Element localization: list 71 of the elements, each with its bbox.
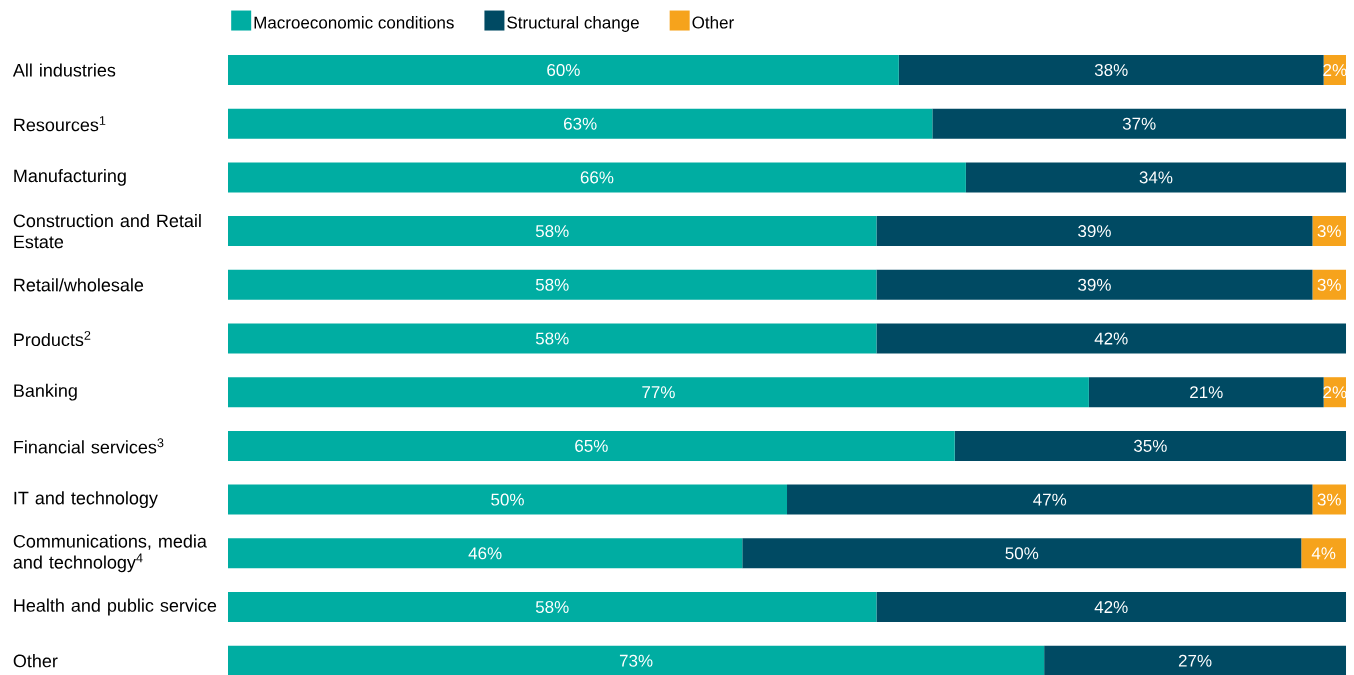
data-label: 37% [1122,117,1156,130]
bar [876,592,1347,623]
data-label: 77% [642,386,675,399]
data-label: 27% [1178,654,1212,667]
bar [228,430,955,461]
data-label: 42% [1094,601,1128,613]
data-label: 21% [1190,386,1223,399]
y-tick-label: Other [13,654,58,668]
data-label: 50% [491,493,524,506]
data-label: 34% [1139,171,1173,184]
data-label: 60% [547,63,580,77]
y-tick-label: Health and public service [14,598,217,616]
y-tick-label: Construction and Retail Estate [13,213,201,249]
bar [742,538,1302,569]
data-label: 3% [1317,493,1341,506]
data-label: 65% [575,439,608,452]
bar [228,377,1089,408]
y-tick-label: Resources$^{1}$ [14,116,106,132]
bar [787,484,1313,515]
bar [1301,538,1347,569]
data-label: 47% [1033,493,1067,506]
bar [228,269,877,300]
data-label: 58% [535,278,569,291]
legend-label: Structural change [507,16,639,32]
data-label: 66% [580,171,614,184]
data-label: 46% [468,547,502,560]
bar [932,108,1347,139]
data-label: 35% [1133,439,1167,452]
y-tick-label: Communications, media and technology$^{4}$ [13,534,207,573]
data-label: 38% [1094,63,1128,77]
y-tick-label: Retail/wholesale [14,278,144,292]
bar [876,269,1313,300]
legend-label: Macroeconomic conditions [254,16,454,29]
bar [965,162,1347,193]
bar [228,323,877,354]
data-label: 63% [564,117,597,130]
bar [228,484,788,515]
y-tick-label: Manufacturing [14,169,126,186]
bar [898,55,1324,85]
bar [1088,377,1324,408]
bar [228,162,966,193]
data-label: 58% [535,600,569,614]
bar [1312,484,1347,515]
y-tick-label: Banking [14,383,77,401]
bar [228,645,1045,675]
bar [876,216,1313,247]
y-tick-label: All industries [12,63,116,77]
data-label: 39% [1078,278,1111,291]
legend-label: Other [692,16,734,29]
data-label: 73% [619,654,653,667]
data-label: 58% [535,225,569,238]
bar [876,323,1347,354]
data-label: 3% [1317,278,1341,291]
data-label: 58% [535,332,569,345]
data-label: 42% [1094,332,1128,345]
bar [954,430,1347,461]
bar [228,538,743,569]
bar [228,108,933,139]
data-label: 39% [1078,225,1111,238]
data-label: 3% [1317,225,1341,238]
y-tick-label: Financial services$^{3}$ [14,438,164,454]
y-tick-label: IT and technology [14,491,158,508]
y-tick-label: Products$^{2}$ [14,330,91,347]
data-label: 50% [1005,547,1039,560]
bar [1044,645,1347,675]
bar [1312,216,1347,247]
data-label: 4% [1311,547,1336,560]
bar [228,592,877,623]
bar [228,55,899,85]
bar [228,216,877,247]
bar [1312,269,1347,300]
